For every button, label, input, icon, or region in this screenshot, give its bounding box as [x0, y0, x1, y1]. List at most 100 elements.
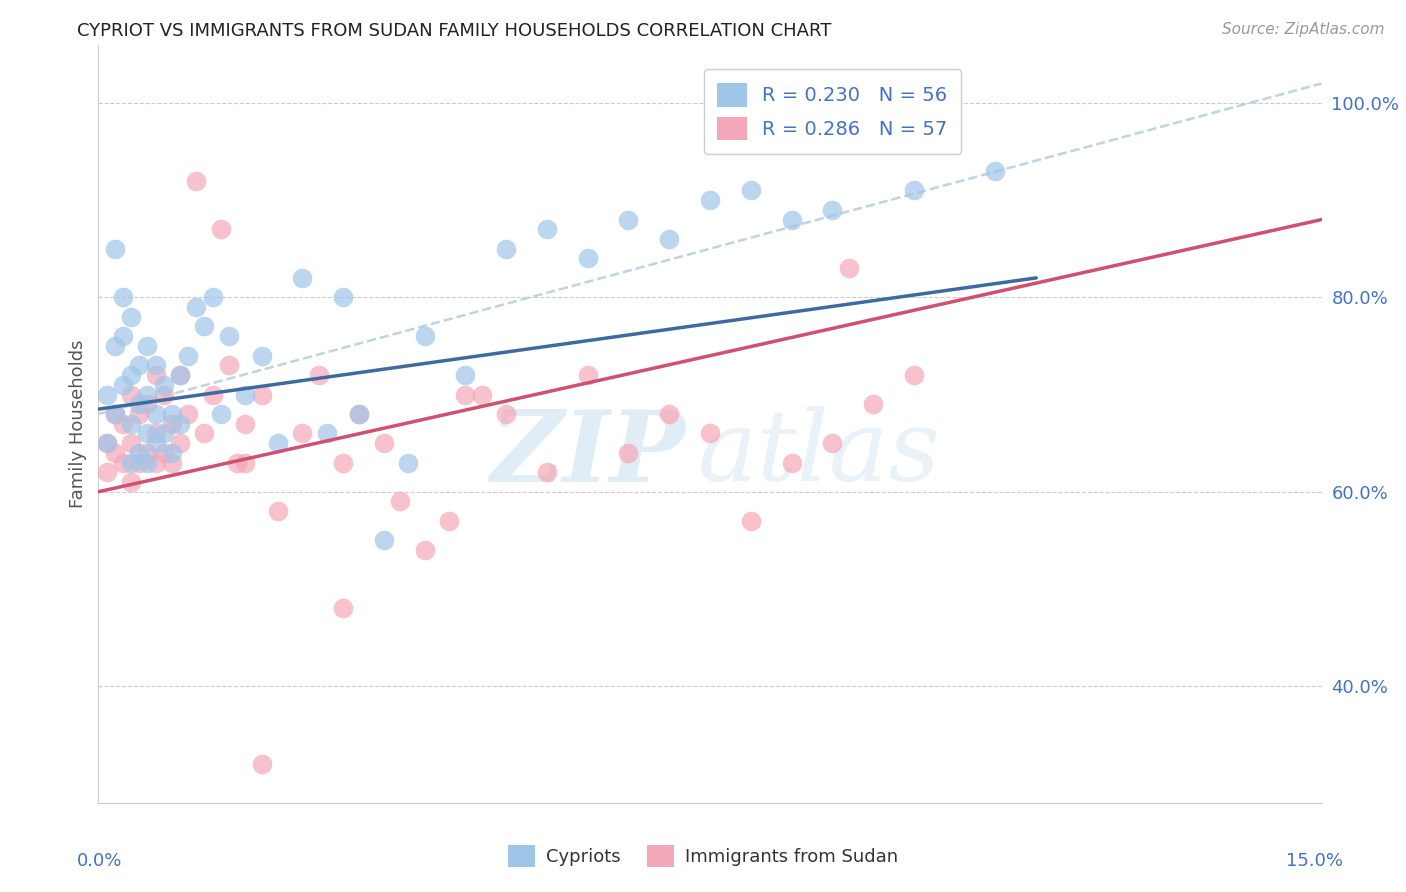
Point — [186, 174, 208, 188]
Point — [160, 446, 183, 460]
Text: ZIP: ZIP — [491, 406, 686, 502]
Point — [332, 456, 354, 470]
Point — [373, 533, 395, 548]
Point — [145, 359, 167, 373]
Point — [471, 387, 494, 401]
Point — [658, 407, 681, 421]
Point — [193, 426, 215, 441]
Point — [332, 290, 354, 304]
Point — [201, 387, 224, 401]
Point — [233, 387, 256, 401]
Point — [373, 436, 395, 450]
Point — [699, 193, 721, 207]
Point — [120, 436, 142, 450]
Point — [201, 290, 224, 304]
Point — [136, 339, 159, 353]
Point — [838, 261, 860, 276]
Point — [226, 456, 249, 470]
Legend: Cypriots, Immigrants from Sudan: Cypriots, Immigrants from Sudan — [501, 838, 905, 874]
Point — [617, 446, 640, 460]
Point — [128, 359, 150, 373]
Point — [308, 368, 330, 383]
Point — [862, 397, 884, 411]
Point — [111, 377, 134, 392]
Legend: R = 0.230   N = 56, R = 0.286   N = 57: R = 0.230 N = 56, R = 0.286 N = 57 — [704, 70, 960, 154]
Point — [250, 756, 273, 771]
Point — [437, 514, 460, 528]
Point — [104, 407, 127, 421]
Point — [267, 436, 290, 450]
Point — [658, 232, 681, 246]
Point — [349, 407, 371, 421]
Point — [984, 164, 1007, 178]
Point — [111, 329, 134, 343]
Point — [120, 310, 142, 324]
Point — [128, 397, 150, 411]
Point — [233, 456, 256, 470]
Point — [96, 465, 118, 479]
Point — [120, 456, 142, 470]
Point — [96, 436, 118, 450]
Point — [186, 300, 208, 314]
Point — [780, 212, 803, 227]
Point — [193, 319, 215, 334]
Point — [96, 387, 118, 401]
Point — [576, 368, 599, 383]
Point — [536, 222, 558, 236]
Point — [104, 339, 127, 353]
Point — [169, 417, 191, 431]
Point — [177, 407, 200, 421]
Point — [291, 271, 314, 285]
Point — [145, 368, 167, 383]
Point — [128, 446, 150, 460]
Point — [145, 426, 167, 441]
Point — [136, 387, 159, 401]
Text: 0.0%: 0.0% — [77, 852, 122, 870]
Point — [903, 368, 925, 383]
Point — [120, 475, 142, 489]
Point — [413, 329, 436, 343]
Point — [495, 407, 517, 421]
Point — [267, 504, 290, 518]
Point — [218, 329, 240, 343]
Point — [903, 183, 925, 197]
Point — [821, 436, 844, 450]
Point — [145, 436, 167, 450]
Point — [145, 456, 167, 470]
Y-axis label: Family Households: Family Households — [69, 340, 87, 508]
Point — [136, 446, 159, 460]
Point — [536, 465, 558, 479]
Point — [169, 368, 191, 383]
Point — [209, 222, 232, 236]
Point — [120, 387, 142, 401]
Point — [780, 456, 803, 470]
Point — [152, 377, 174, 392]
Point — [454, 387, 477, 401]
Point — [160, 417, 183, 431]
Point — [136, 456, 159, 470]
Text: 15.0%: 15.0% — [1285, 852, 1343, 870]
Point — [169, 368, 191, 383]
Point — [120, 368, 142, 383]
Point — [128, 407, 150, 421]
Point — [250, 387, 273, 401]
Point — [699, 426, 721, 441]
Point — [104, 446, 127, 460]
Point — [104, 242, 127, 256]
Point — [111, 417, 134, 431]
Point — [128, 456, 150, 470]
Point — [152, 446, 174, 460]
Text: CYPRIOT VS IMMIGRANTS FROM SUDAN FAMILY HOUSEHOLDS CORRELATION CHART: CYPRIOT VS IMMIGRANTS FROM SUDAN FAMILY … — [77, 22, 832, 40]
Point — [152, 387, 174, 401]
Point — [104, 407, 127, 421]
Point — [160, 456, 183, 470]
Point — [136, 426, 159, 441]
Point — [120, 417, 142, 431]
Text: Source: ZipAtlas.com: Source: ZipAtlas.com — [1222, 22, 1385, 37]
Point — [495, 242, 517, 256]
Point — [291, 426, 314, 441]
Point — [332, 601, 354, 615]
Point — [617, 212, 640, 227]
Point — [740, 183, 762, 197]
Point — [315, 426, 337, 441]
